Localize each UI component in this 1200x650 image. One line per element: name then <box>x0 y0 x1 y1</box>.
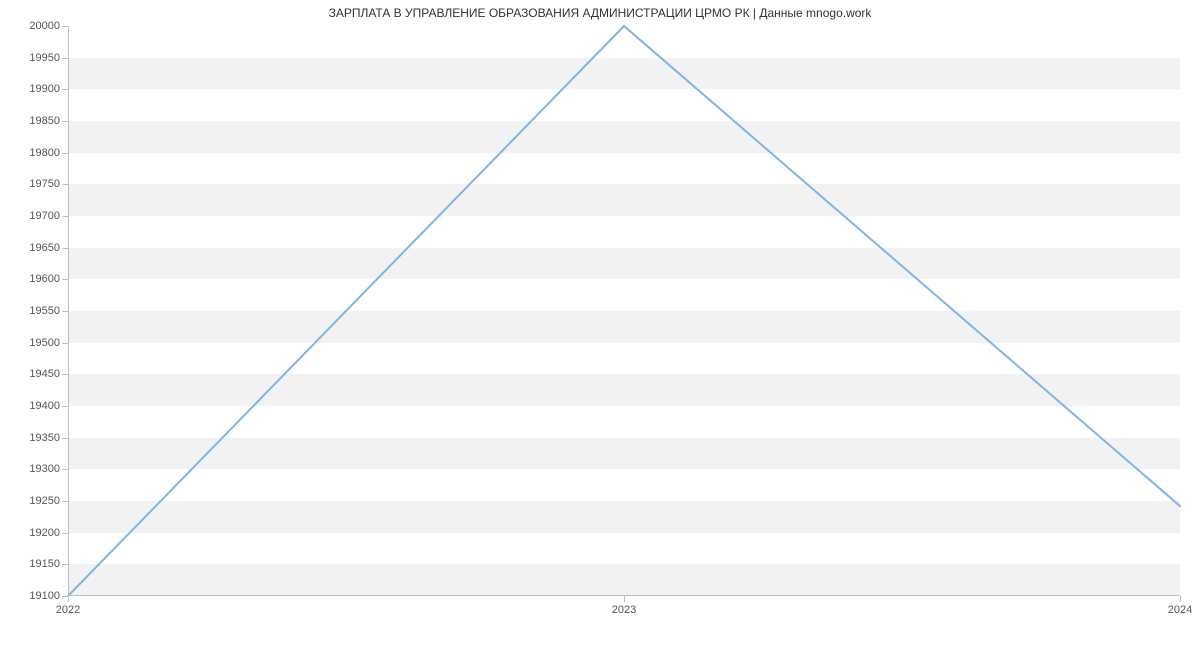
y-tick-label: 19500 <box>29 337 60 349</box>
y-tick-label: 19950 <box>29 52 60 64</box>
y-tick-mark <box>62 58 68 59</box>
y-tick-label: 19800 <box>29 147 60 159</box>
y-tick-label: 19200 <box>29 527 60 539</box>
y-tick-mark <box>62 374 68 375</box>
y-tick-label: 19250 <box>29 495 60 507</box>
y-tick-mark <box>62 564 68 565</box>
y-tick-mark <box>62 248 68 249</box>
y-tick-mark <box>62 343 68 344</box>
y-tick-mark <box>62 26 68 27</box>
y-tick-mark <box>62 216 68 217</box>
y-tick-label: 19550 <box>29 305 60 317</box>
y-tick-label: 20000 <box>29 20 60 32</box>
y-tick-label: 19600 <box>29 273 60 285</box>
x-tick-label: 2024 <box>1168 604 1192 616</box>
y-tick-mark <box>62 184 68 185</box>
y-tick-mark <box>62 279 68 280</box>
y-tick-label: 19650 <box>29 242 60 254</box>
y-tick-label: 19400 <box>29 400 60 412</box>
y-tick-mark <box>62 501 68 502</box>
line-series <box>68 26 1180 596</box>
x-tick-mark <box>1180 596 1181 602</box>
y-tick-label: 19700 <box>29 210 60 222</box>
chart-title: ЗАРПЛАТА В УПРАВЛЕНИЕ ОБРАЗОВАНИЯ АДМИНИ… <box>0 6 1200 20</box>
y-tick-label: 19900 <box>29 83 60 95</box>
y-tick-label: 19150 <box>29 558 60 570</box>
y-tick-mark <box>62 121 68 122</box>
x-tick-label: 2022 <box>56 604 80 616</box>
y-tick-label: 19750 <box>29 178 60 190</box>
series-line <box>68 26 1180 596</box>
y-tick-label: 19350 <box>29 432 60 444</box>
x-tick-mark <box>624 596 625 602</box>
y-tick-label: 19300 <box>29 463 60 475</box>
y-tick-mark <box>62 311 68 312</box>
y-axis-line <box>68 26 69 596</box>
plot-area: 1910019150192001925019300193501940019450… <box>68 26 1180 596</box>
y-tick-mark <box>62 469 68 470</box>
y-tick-label: 19100 <box>29 590 60 602</box>
y-tick-mark <box>62 153 68 154</box>
x-tick-mark <box>68 596 69 602</box>
x-tick-label: 2023 <box>612 604 636 616</box>
y-tick-mark <box>62 533 68 534</box>
y-tick-mark <box>62 89 68 90</box>
chart-container: ЗАРПЛАТА В УПРАВЛЕНИЕ ОБРАЗОВАНИЯ АДМИНИ… <box>0 0 1200 650</box>
y-tick-label: 19450 <box>29 368 60 380</box>
y-tick-mark <box>62 438 68 439</box>
y-tick-label: 19850 <box>29 115 60 127</box>
y-tick-mark <box>62 406 68 407</box>
